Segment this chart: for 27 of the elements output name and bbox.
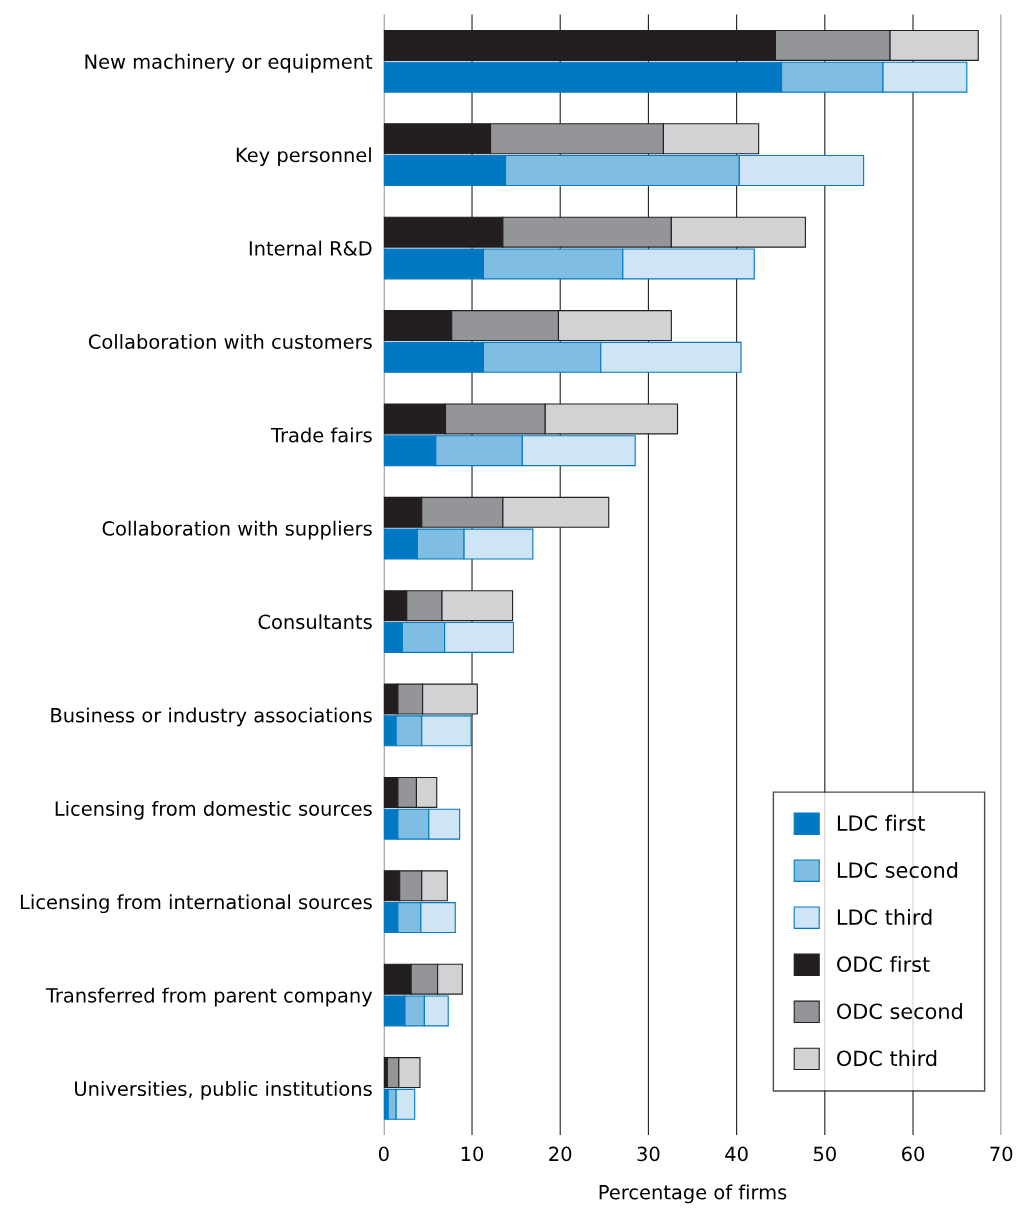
y-tick-label: Internal R&D bbox=[249, 240, 372, 256]
y-tick-label: Collaboration with customers bbox=[88, 334, 372, 350]
legend-label: ODC second bbox=[837, 1003, 962, 1020]
legend-label: ODC third bbox=[837, 1050, 937, 1067]
y-tick-label: Consultants bbox=[258, 614, 372, 630]
y-tick-label: Universities, public institutions bbox=[75, 1081, 372, 1100]
y-tick-label: Collaboration with suppliers bbox=[102, 520, 372, 540]
x-tick-label: 70 bbox=[990, 1146, 1013, 1162]
x-tick-label: 30 bbox=[637, 1146, 660, 1162]
legend-label: LDC second bbox=[837, 861, 958, 879]
y-tick-label: Licensing from domestic sources bbox=[55, 800, 372, 820]
x-axis-title: Percentage of firms bbox=[599, 1184, 787, 1204]
legend-label: LDC first bbox=[837, 814, 925, 831]
y-tick-label: Trade fairs bbox=[270, 427, 372, 443]
y-tick-label: Licensing from international sources bbox=[20, 894, 372, 914]
legend-label: ODC first bbox=[837, 955, 930, 973]
legend-label: LDC third bbox=[837, 908, 932, 926]
y-tick-label: Key personnel bbox=[236, 147, 371, 167]
x-tick-label: 0 bbox=[378, 1146, 389, 1162]
x-tick-label: 20 bbox=[549, 1146, 572, 1162]
y-tick-label: New machinery or equipment bbox=[85, 53, 373, 73]
y-tick-label: Transferred from parent company bbox=[45, 987, 373, 1007]
x-tick-label: 50 bbox=[813, 1146, 836, 1162]
y-tick-label: Business or industry associations bbox=[51, 707, 372, 727]
x-tick-label: 60 bbox=[902, 1146, 925, 1162]
x-tick-label: 10 bbox=[461, 1146, 484, 1162]
x-tick-label: 40 bbox=[725, 1146, 748, 1162]
